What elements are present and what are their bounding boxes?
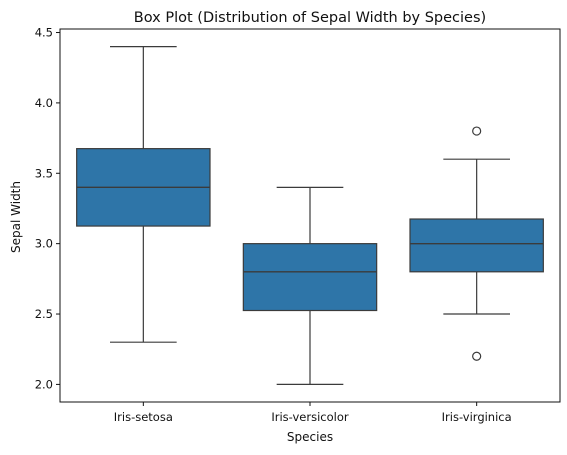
chart-title: Box Plot (Distribution of Sepal Width by… [134, 10, 486, 26]
outlier-iris-virginica [472, 126, 482, 136]
x-axis-label: Species [287, 430, 333, 444]
outlier-iris-virginica [472, 351, 482, 361]
y-tick-label: 3.0 [35, 237, 53, 251]
y-tick-label: 2.0 [35, 377, 53, 391]
box-iris-virginica [409, 218, 544, 273]
y-tick-label: 4.0 [35, 96, 53, 110]
plot-area: Iris-setosa Iris-versicolor Iris-virginica… [35, 26, 561, 424]
box-iris-versicolor [242, 243, 378, 312]
plot-frame [59, 28, 561, 403]
y-axis-label: Sepal Width [9, 181, 23, 253]
x-tick-label-iris-versicolor: Iris-versicolor [271, 410, 349, 424]
y-tick-label: 4.5 [35, 26, 53, 40]
x-tick-label-iris-virginica: Iris-virginica [442, 410, 512, 424]
y-tick-label: 3.5 [35, 166, 53, 180]
y-tick-label: 2.5 [35, 307, 53, 321]
x-tick-label-iris-setosa: Iris-setosa [114, 410, 173, 424]
